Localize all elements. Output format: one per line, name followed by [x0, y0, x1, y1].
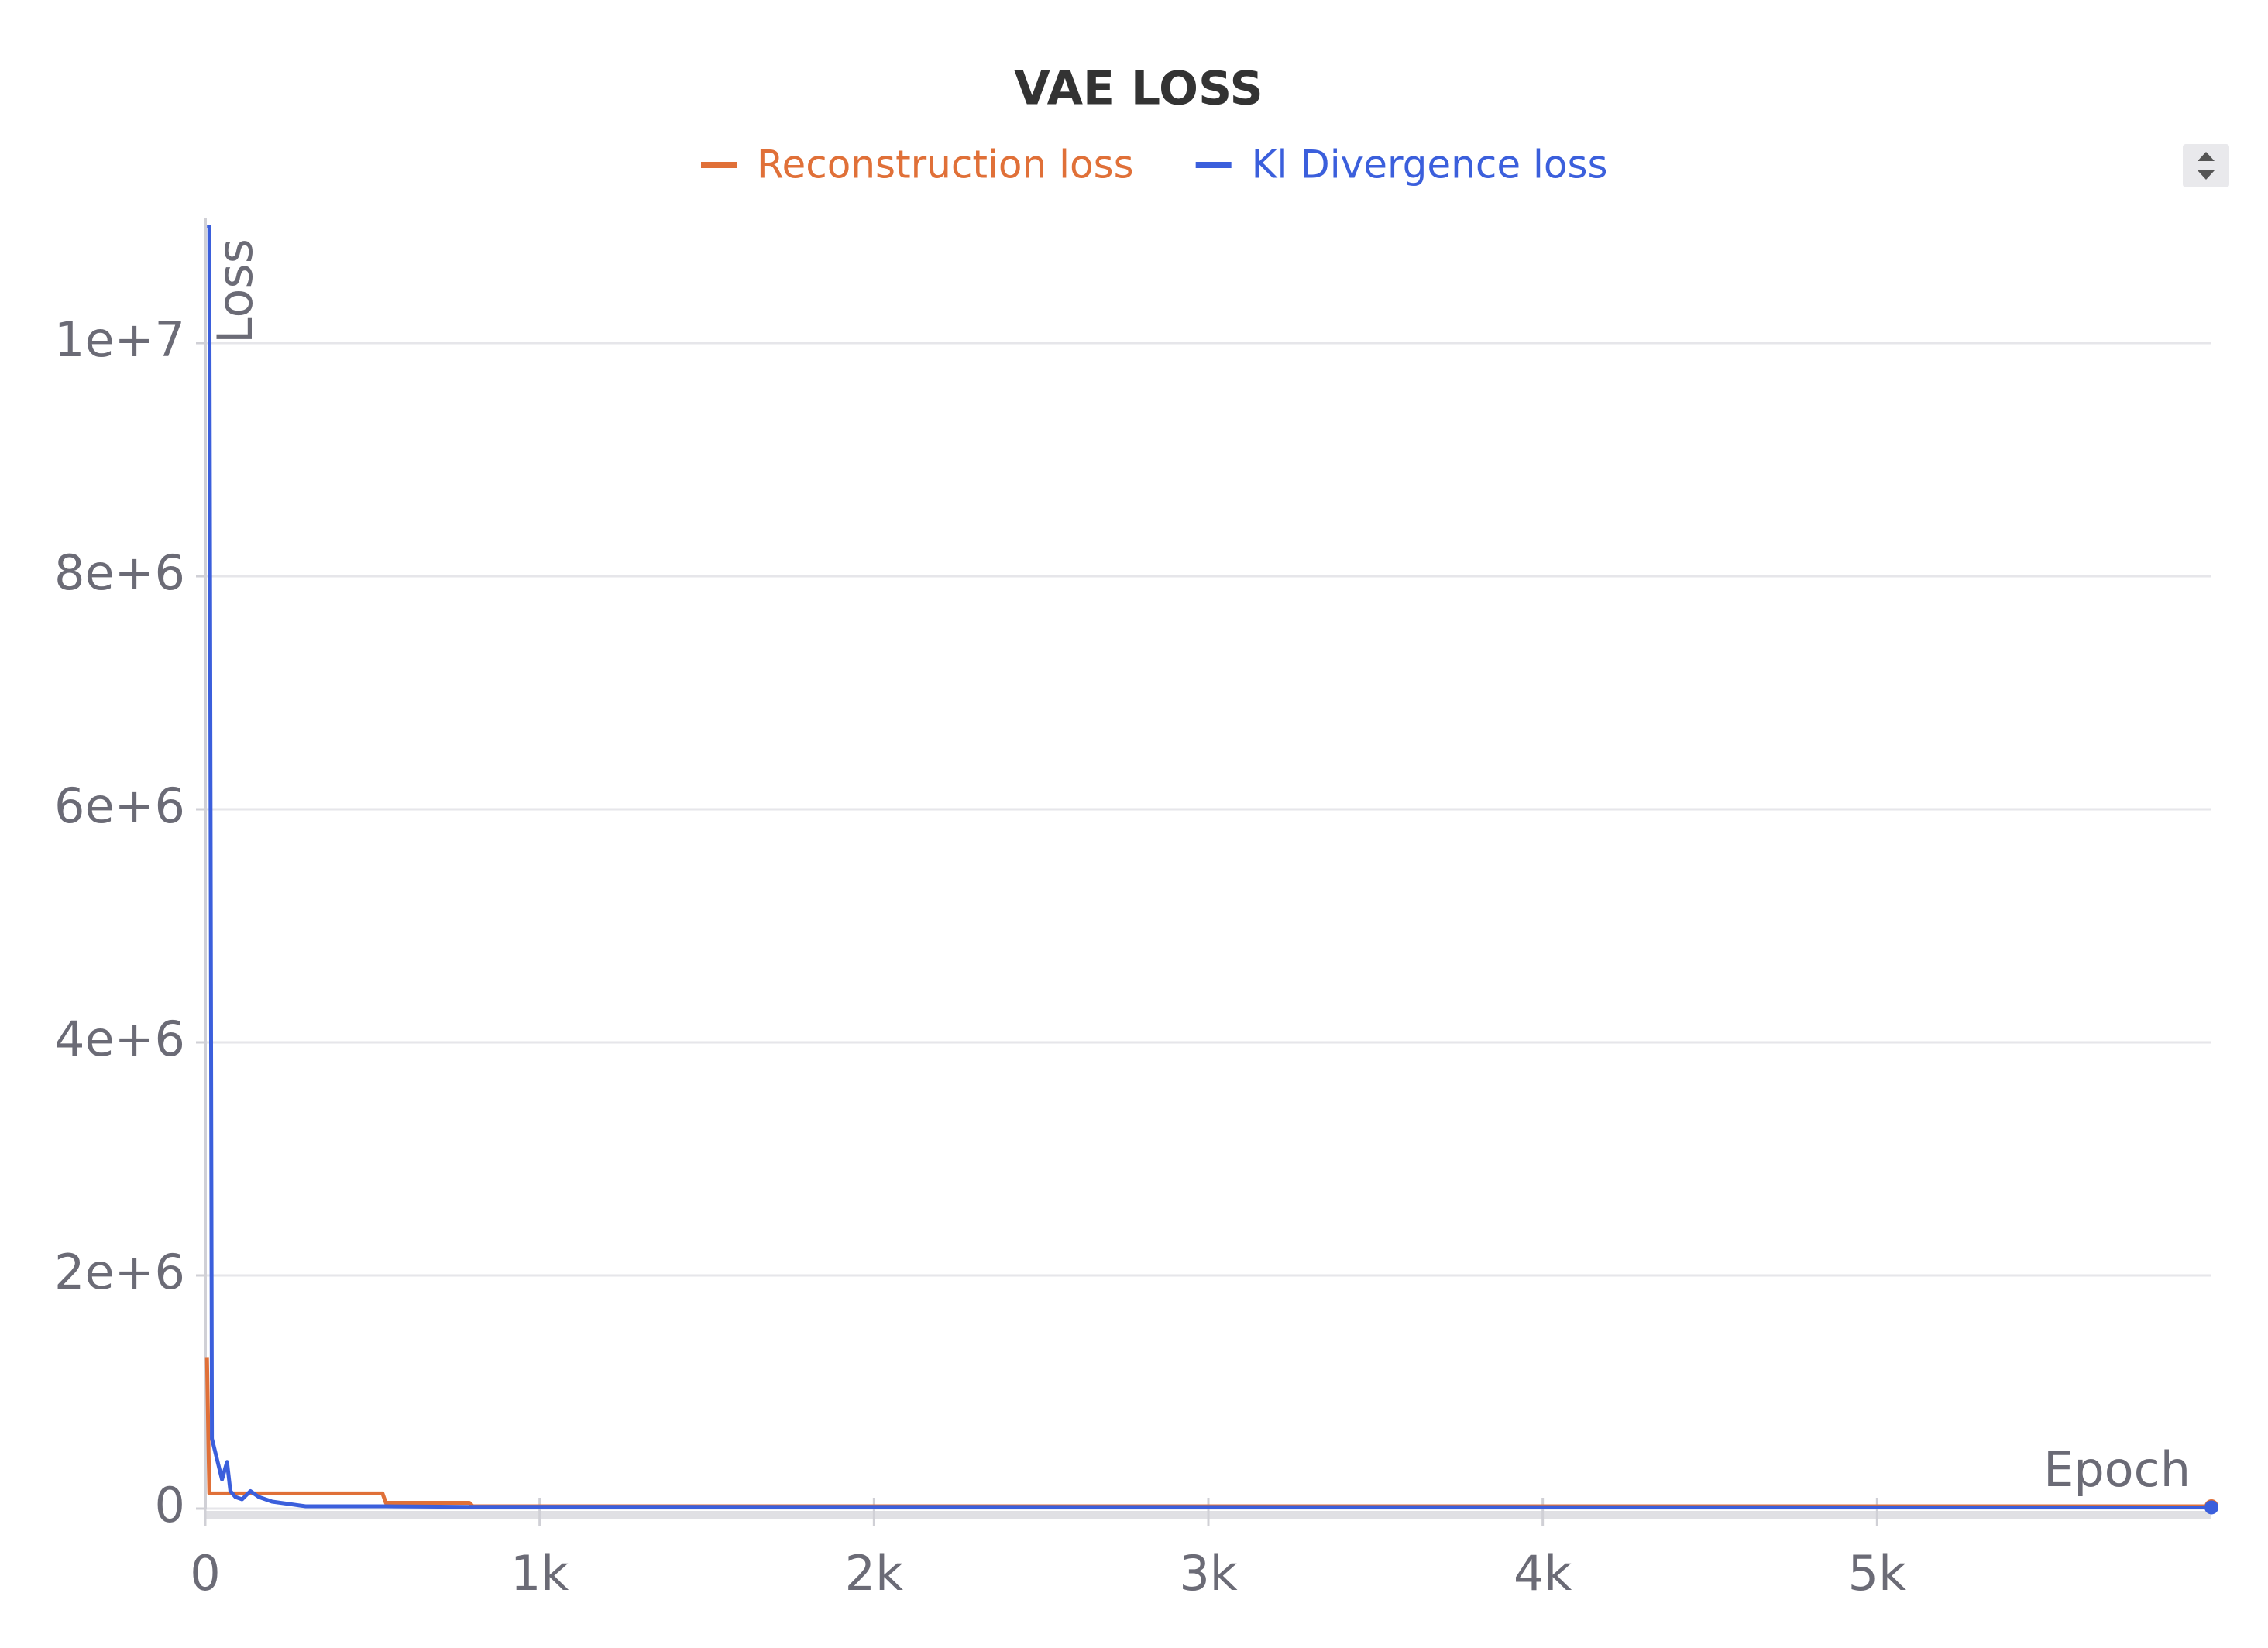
legend: Reconstruction loss Kl Divergence loss — [701, 142, 1608, 187]
panel-control[interactable] — [2183, 144, 2229, 187]
series-line — [204, 1357, 2211, 1509]
x-tick-label: 5k — [1848, 1545, 1906, 1602]
x-axis-label: Epoch — [2043, 1441, 2191, 1498]
x-tick-label: 0 — [190, 1545, 220, 1602]
y-tick-label: 2e+6 — [54, 1244, 185, 1300]
series-line — [207, 225, 2212, 1509]
legend-label: Kl Divergence loss — [1252, 142, 1608, 187]
x-tick-label: 4k — [1514, 1545, 1572, 1602]
y-tick-label: 4e+6 — [54, 1011, 185, 1067]
y-tick-label: 1e+7 — [54, 311, 185, 368]
end-marker — [2204, 1500, 2218, 1515]
x-tick-label: 1k — [510, 1545, 569, 1602]
x-tick-label: 3k — [1179, 1545, 1237, 1602]
y-tick-label: 0 — [155, 1477, 185, 1533]
control-arrows[interactable] — [2198, 152, 2215, 180]
y-axis-label: Loss — [207, 239, 263, 344]
y-tick-label: 8e+6 — [54, 544, 185, 601]
y-tick-label: 6e+6 — [54, 778, 185, 834]
x-tick-label: 2k — [845, 1545, 903, 1602]
control-bg[interactable] — [2183, 144, 2229, 187]
chart-title: VAE LOSS — [1014, 62, 1263, 116]
legend-label: Reconstruction loss — [757, 142, 1134, 187]
